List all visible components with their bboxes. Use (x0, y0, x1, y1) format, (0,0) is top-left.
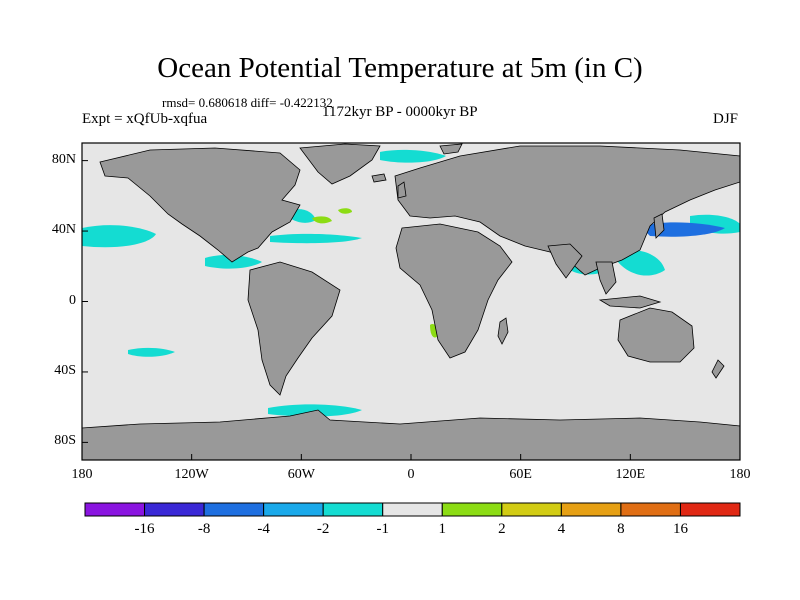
lat-label: 40S (54, 362, 76, 378)
land-south-america (247, 261, 341, 396)
colorbar-bin (501, 502, 562, 517)
land-iceland (371, 173, 387, 183)
anomaly-nordic-seas (380, 149, 446, 163)
lon-label: 60E (509, 467, 532, 482)
experiment-label: Expt = xQfUb-xqfua (82, 111, 208, 127)
anomaly-north-pacific-west (82, 225, 156, 248)
anomaly-south-pacific (128, 347, 175, 357)
anomaly-nw-atlantic-band (270, 233, 362, 244)
colorbar-label: 1 (438, 521, 447, 537)
colorbar-label: 16 (672, 521, 688, 537)
colorbar-label: -1 (376, 521, 389, 537)
land-north-america (99, 147, 301, 263)
colorbar-label: -4 (257, 521, 270, 537)
land-layer (81, 143, 741, 461)
land-greenland (299, 143, 381, 185)
lat-label: 40N (51, 222, 76, 238)
colorbar-bin (560, 502, 622, 517)
colorbar-bin (263, 502, 324, 517)
lon-label: 60W (287, 467, 315, 482)
colorbar-bin (203, 502, 265, 517)
land-madagascar (497, 317, 509, 345)
colorbar-bin (144, 502, 205, 517)
land-indonesia (598, 295, 662, 309)
land-southeast-asia (595, 261, 617, 295)
colorbar-bin (679, 502, 741, 517)
lon-label: 180 (71, 467, 93, 482)
land-africa (395, 223, 513, 359)
season-label: DJF (713, 111, 739, 127)
anomaly-newfoundland-warm (312, 216, 332, 224)
colorbar-label: 4 (557, 521, 566, 537)
period-label: 1172kyr BP - 0000kyr BP (322, 104, 478, 120)
land-eurasia (394, 145, 741, 276)
land-new-zealand (711, 359, 725, 379)
colorbar-bin (84, 502, 146, 517)
land-uk (397, 181, 407, 199)
colorbar-bin (441, 502, 503, 517)
land-india (547, 243, 583, 279)
colorbar-bin (322, 502, 384, 517)
colorbar-label: 2 (498, 521, 506, 537)
colorbar (84, 502, 741, 517)
land-japan (653, 213, 665, 239)
colorbar-bin (620, 502, 681, 517)
anomaly-caribbean (205, 255, 262, 269)
land-svalbard (439, 143, 463, 155)
colorbar-label: -16 (134, 521, 155, 537)
colorbar-label: -2 (316, 521, 330, 537)
stats-text: rmsd= 0.680618 diff= -0.422132 (162, 95, 333, 110)
lon-label: 180 (729, 467, 751, 482)
land-australia (617, 307, 695, 363)
plot-title: Ocean Potential Temperature at 5m (in C) (157, 52, 643, 84)
colorbar-label: -8 (197, 521, 211, 537)
lon-label: 120W (174, 467, 209, 482)
lon-label: 120E (615, 467, 646, 482)
colorbar-bin (382, 502, 443, 517)
lat-label: 0 (69, 292, 76, 308)
colorbar-label: 8 (617, 521, 625, 537)
tick-marks (81, 160, 741, 460)
lat-label: 80S (54, 433, 76, 449)
lat-label: 80N (51, 151, 76, 167)
lon-label: 0 (407, 467, 415, 482)
anomaly-north-atlantic-warm (338, 208, 352, 214)
